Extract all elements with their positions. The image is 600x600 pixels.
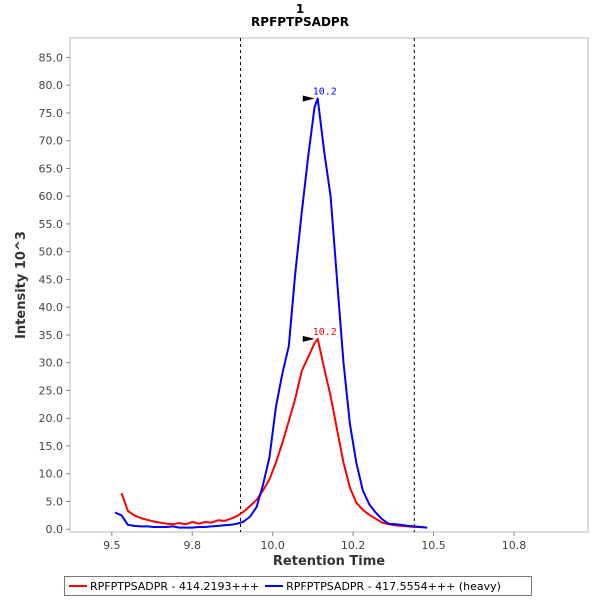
- legend-item-light: RPFPTPSADPR - 414.2193+++: [69, 580, 259, 593]
- y-axis-title: Intensity 10^3: [14, 231, 29, 339]
- legend: RPFPTPSADPR - 414.2193+++ RPFPTPSADPR - …: [64, 576, 532, 596]
- y-tick-label: 85.0: [39, 51, 64, 64]
- x-tick-label: 9.5: [103, 539, 121, 552]
- series-line-light: [120, 337, 428, 529]
- chart-subtitle: RPFPTPSADPR: [251, 15, 349, 29]
- y-tick-label: 80.0: [39, 79, 64, 92]
- series-layer: [114, 97, 428, 529]
- y-tick-label: 75.0: [39, 107, 64, 120]
- x-axis-ticks: 9.5 9.8 10.0 10.2 10.5 10.8: [103, 532, 526, 552]
- peak-marker: [302, 335, 315, 342]
- integration-boundaries: [240, 38, 415, 532]
- legend-label-heavy: RPFPTPSADPR - 417.5554+++ (heavy): [286, 579, 501, 593]
- y-tick-label: 25.0: [39, 384, 64, 397]
- legend-swatch-heavy: [265, 585, 284, 587]
- y-axis-ticks: 0.0 5.0 10.0 15.0 20.0 25.0 30.0 35.0 40.0 45.0 50…: [39, 51, 70, 536]
- peak-labels: 10.2 10.2: [302, 87, 337, 342]
- peak-label-light: 10.2: [313, 327, 337, 338]
- legend-label-light: RPFPTPSADPR - 414.2193+++: [90, 579, 260, 593]
- y-tick-label: 0.0: [46, 523, 64, 536]
- x-tick-label: 10.8: [502, 539, 527, 552]
- y-tick-label: 40.0: [39, 301, 64, 314]
- y-tick-label: 65.0: [39, 162, 64, 175]
- y-tick-label: 55.0: [39, 218, 64, 231]
- peak-marker: [302, 95, 315, 102]
- series-line-heavy: [114, 97, 428, 529]
- y-tick-label: 20.0: [39, 412, 64, 425]
- x-axis-title: Retention Time: [273, 554, 385, 569]
- peak-label-heavy: 10.2: [313, 87, 337, 98]
- y-tick-label: 15.0: [39, 440, 64, 453]
- y-tick-label: 50.0: [39, 246, 64, 259]
- y-tick-label: 10.0: [39, 468, 64, 481]
- y-tick-label: 60.0: [39, 190, 64, 203]
- y-tick-label: 30.0: [39, 357, 64, 370]
- y-tick-label: 70.0: [39, 135, 64, 148]
- x-tick-label: 9.8: [184, 539, 202, 552]
- y-tick-label: 5.0: [46, 495, 64, 508]
- legend-item-heavy: RPFPTPSADPR - 417.5554+++ (heavy): [265, 580, 501, 593]
- y-tick-label: 45.0: [39, 273, 64, 286]
- x-tick-label: 10.0: [260, 539, 285, 552]
- x-tick-label: 10.2: [341, 539, 366, 552]
- chart-title: 1: [296, 2, 304, 16]
- x-tick-label: 10.5: [421, 539, 446, 552]
- y-tick-label: 35.0: [39, 329, 64, 342]
- legend-swatch-light: [69, 585, 87, 587]
- plot-area: [69, 37, 589, 533]
